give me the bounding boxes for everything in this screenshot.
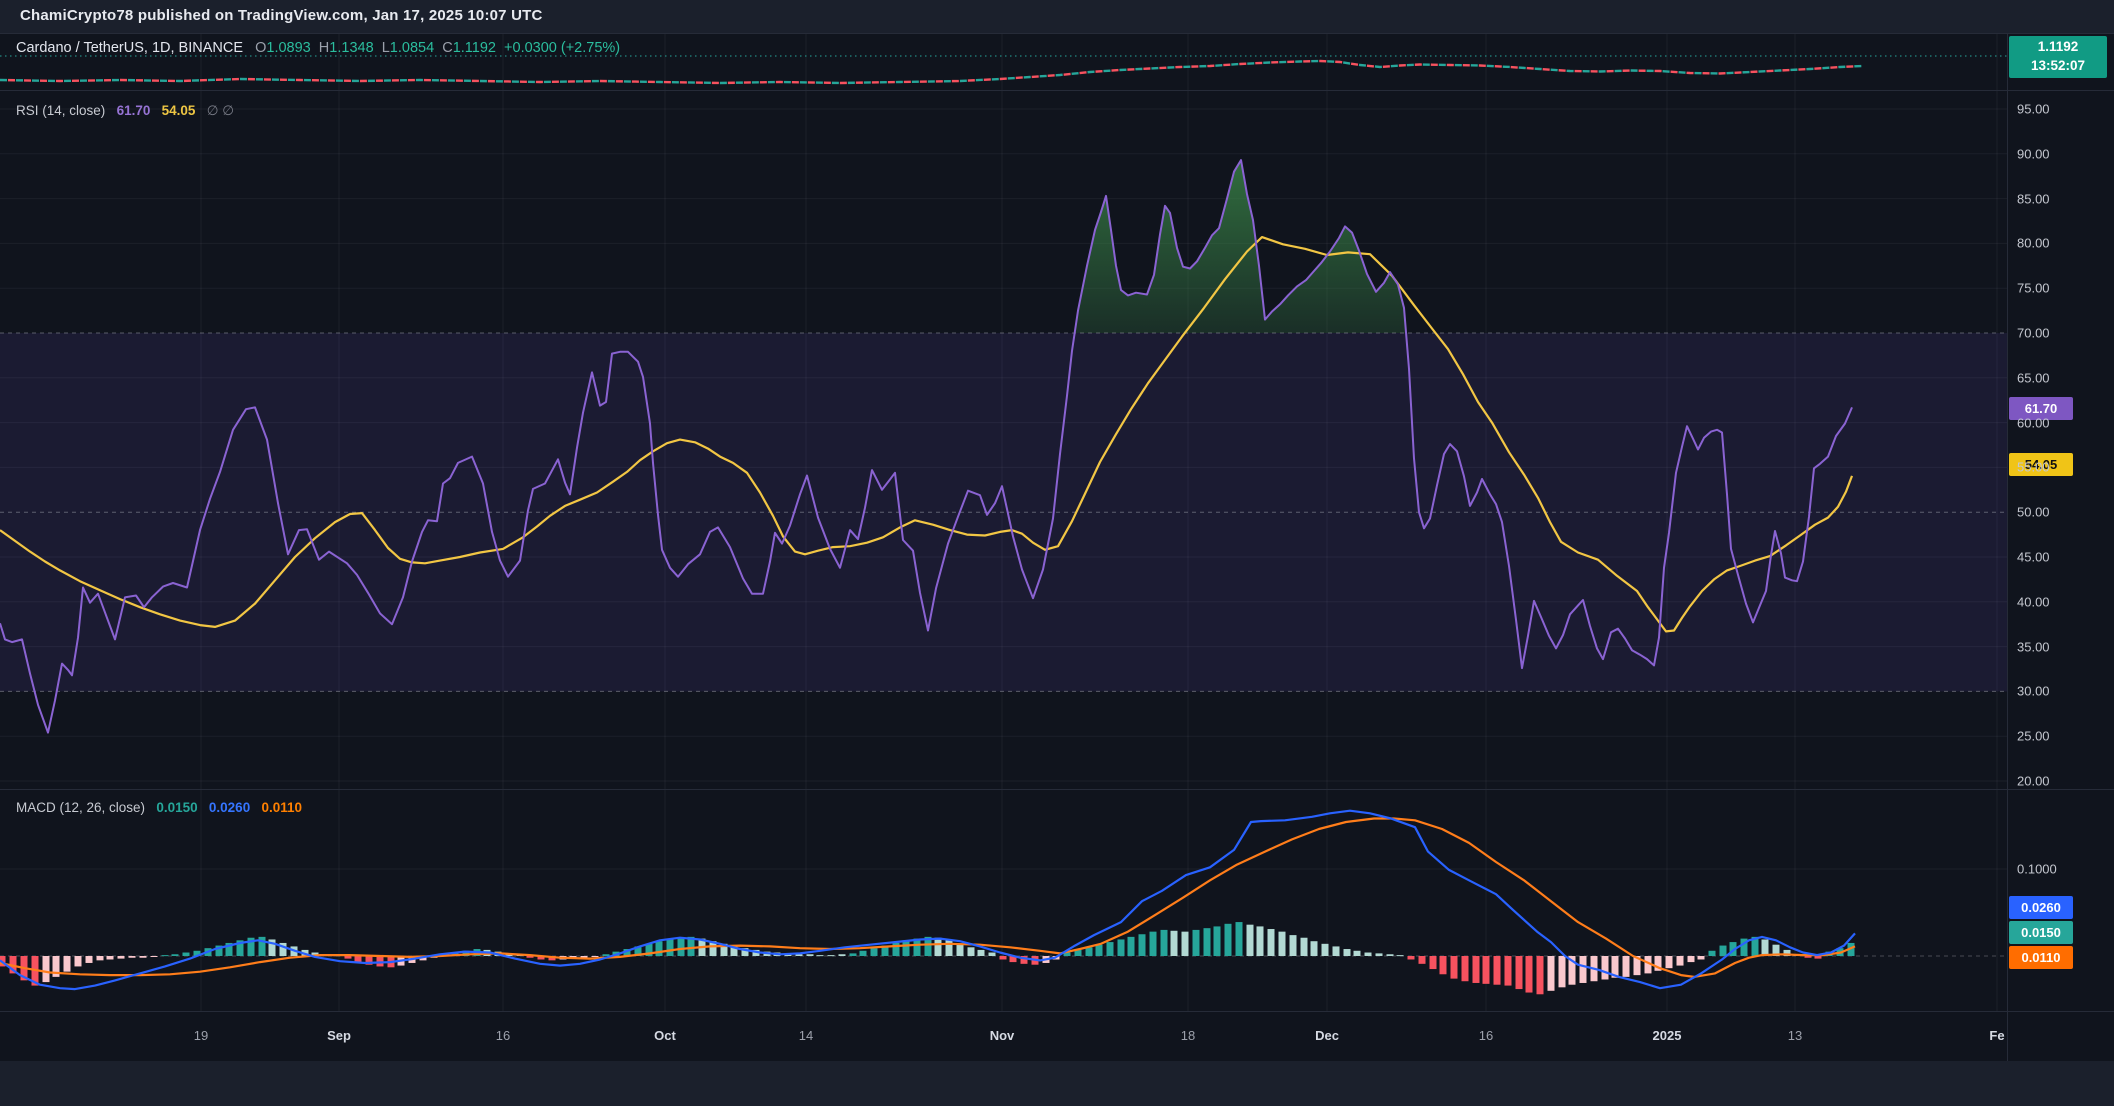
low-value: 1.0854 — [389, 40, 435, 56]
time-axis-label: 14 — [798, 1028, 814, 1043]
last-price-value: 1.1192 — [2037, 39, 2079, 55]
rsi-axis-label: 20.00 — [2017, 773, 2050, 789]
rsi-axis-label: 80.00 — [2017, 235, 2050, 251]
rsi-axis-label: 45.00 — [2017, 549, 2050, 565]
time-axis-label: 2025 — [1652, 1028, 1682, 1043]
signal-axis-badge: 0.0110 — [2009, 946, 2073, 969]
time-axis-label: Sep — [327, 1028, 351, 1043]
time-axis-label: Oct — [654, 1028, 676, 1043]
close-label: C — [442, 40, 453, 56]
hist-axis-badge: 0.0150 — [2009, 921, 2073, 944]
macd-axis-badge-value: 0.0260 — [2021, 900, 2061, 915]
signal-axis-badge-value: 0.0110 — [2021, 950, 2061, 965]
bar-countdown: 13:52:07 — [2030, 58, 2086, 73]
macd-signal-value: 0.0110 — [261, 800, 303, 815]
symbol-title: Cardano / TetherUS, 1D, BINANCE — [16, 40, 243, 56]
price-axis-border — [2007, 33, 2008, 1061]
macd-line-value: 0.0260 — [208, 800, 251, 815]
rsi-axis-label: 35.00 — [2017, 639, 2050, 655]
macd-axis-label: 0.1000 — [2017, 861, 2057, 877]
rsi-axis-label: 85.00 — [2017, 191, 2050, 207]
rsi-value: 61.70 — [116, 103, 151, 118]
time-axis-label: 16 — [1478, 1028, 1494, 1043]
macd-axis-badge: 0.0260 — [2009, 896, 2073, 919]
time-axis-label: Dec — [1315, 1028, 1339, 1043]
time-axis-label: 19 — [193, 1028, 209, 1043]
pane-separator — [0, 33, 2114, 34]
last-price-badge: 1.1192 13:52:07 — [2009, 36, 2107, 78]
hist-axis-badge-value: 0.0150 — [2021, 925, 2061, 940]
rsi-axis-badge-value: 61.70 — [2024, 401, 2058, 416]
rsi-axis-label: 60.00 — [2017, 415, 2050, 431]
rsi-ma-value: 54.05 — [161, 103, 196, 118]
rsi-legend-label: RSI (14, close) — [16, 103, 106, 118]
footer-bar: TradingView — [0, 1061, 2114, 1106]
pane-separator — [0, 1011, 2114, 1012]
macd-hist-value: 0.0150 — [156, 800, 198, 815]
time-axis-label: Nov — [989, 1028, 1015, 1043]
rsi-axis-label: 70.00 — [2017, 325, 2050, 341]
rsi-axis-label: 90.00 — [2017, 146, 2050, 162]
open-value: 1.0893 — [266, 40, 311, 56]
rsi-axis-label: 65.00 — [2017, 370, 2050, 386]
high-value: 1.1348 — [329, 40, 374, 56]
rsi-axis-label: 95.00 — [2017, 101, 2050, 117]
attribution-bar: ChamiCrypto78 published on TradingView.c… — [0, 0, 2114, 33]
pane-separator[interactable] — [0, 789, 2114, 790]
macd-legend[interactable]: MACD (12, 26, close) 0.0150 0.0260 0.011… — [16, 800, 302, 815]
pane-separator[interactable] — [0, 90, 2114, 91]
rsi-axis-label: 30.00 — [2017, 683, 2050, 699]
rsi-axis-label: 50.00 — [2017, 504, 2050, 520]
macd-legend-label: MACD (12, 26, close) — [16, 800, 146, 815]
rsi-ma-axis-badge-value: 54.05 — [2024, 457, 2058, 472]
rsi-axis-label: 25.00 — [2017, 728, 2050, 744]
high-label: H — [318, 40, 330, 56]
rsi-hidden-plots-icon: ∅ ∅ — [206, 103, 234, 118]
change-value: +0.0300 (+2.75%) — [504, 40, 621, 56]
attribution-text: ChamiCrypto78 published on TradingView.c… — [20, 7, 543, 24]
time-axis-label: 16 — [495, 1028, 511, 1043]
rsi-axis-badge: 61.70 — [2009, 397, 2073, 420]
close-value: 1.1192 — [452, 40, 496, 56]
rsi-axis-label: 75.00 — [2017, 280, 2050, 296]
low-label: L — [381, 40, 390, 56]
rsi-axis-label: 40.00 — [2017, 594, 2050, 610]
time-axis-label: 18 — [1180, 1028, 1196, 1043]
symbol-legend[interactable]: Cardano / TetherUS, 1D, BINANCE O1.0893 … — [16, 40, 620, 56]
time-axis-label: 13 — [1787, 1028, 1803, 1043]
open-label: O — [255, 40, 267, 56]
rsi-axis-label: 55.00 — [2017, 459, 2050, 475]
rsi-legend[interactable]: RSI (14, close) 61.70 54.05 ∅ ∅ — [16, 103, 234, 119]
rsi-ma-axis-badge: 54.05 — [2009, 453, 2073, 476]
time-axis-label: Fe — [1989, 1028, 2005, 1043]
